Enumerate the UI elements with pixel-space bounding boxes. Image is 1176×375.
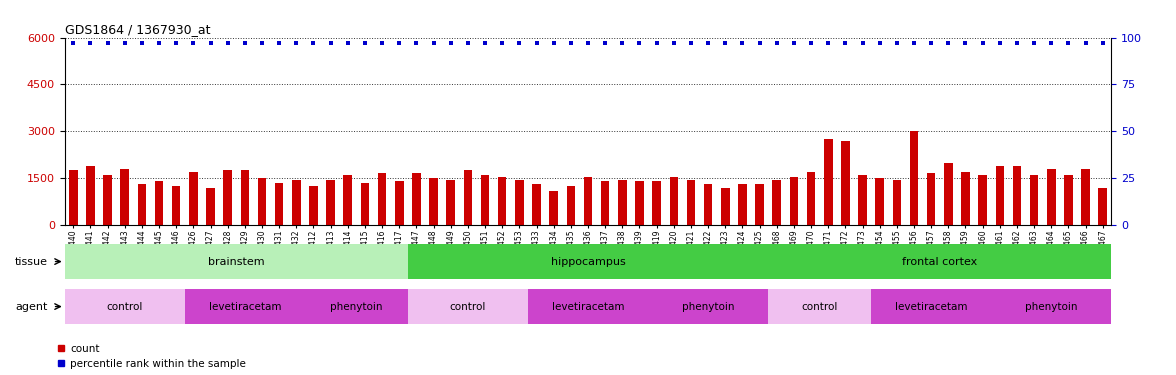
Bar (343, 175, 352, 225)
Bar (1013, 166, 1021, 225)
Text: frontal cortex: frontal cortex (902, 256, 977, 267)
Bar (991, 289, 1111, 324)
Bar (497, 177, 507, 225)
Bar (653, 181, 661, 225)
Bar (429, 178, 437, 225)
Bar (768, 289, 871, 324)
Text: brainstem: brainstem (208, 256, 265, 267)
Bar (910, 131, 918, 225)
Bar (528, 289, 648, 324)
Bar (875, 178, 884, 225)
Bar (927, 173, 935, 225)
Text: levetiracetam: levetiracetam (552, 302, 624, 312)
Bar (65, 289, 185, 324)
Text: levetiracetam: levetiracetam (895, 302, 968, 312)
Bar (447, 180, 455, 225)
Bar (103, 175, 112, 225)
Bar (858, 175, 867, 225)
Text: control: control (802, 302, 837, 312)
Legend: count, percentile rank within the sample: count, percentile rank within the sample (52, 339, 250, 373)
Bar (739, 184, 747, 225)
Bar (978, 175, 987, 225)
Bar (871, 289, 991, 324)
Bar (172, 186, 180, 225)
Bar (567, 186, 575, 225)
Bar (807, 172, 815, 225)
Bar (463, 170, 473, 225)
Bar (1081, 169, 1090, 225)
Bar (893, 180, 901, 225)
Bar (601, 181, 609, 225)
Bar (944, 162, 953, 225)
Bar (1064, 175, 1073, 225)
Bar (69, 170, 78, 225)
Bar (189, 172, 198, 225)
Bar (635, 181, 643, 225)
Bar (703, 184, 713, 225)
Bar (583, 177, 593, 225)
Bar (86, 166, 95, 225)
Bar (292, 180, 301, 225)
Bar (789, 177, 799, 225)
Bar (138, 184, 146, 225)
Text: phenytoin: phenytoin (1025, 302, 1077, 312)
Bar (361, 183, 369, 225)
Bar (65, 244, 408, 279)
Bar (768, 244, 1111, 279)
Bar (155, 181, 163, 225)
Bar (481, 175, 489, 225)
Bar (961, 172, 970, 225)
Text: agent: agent (15, 302, 47, 312)
Bar (275, 183, 283, 225)
Text: levetiracetam: levetiracetam (208, 302, 281, 312)
Bar (549, 190, 557, 225)
Bar (408, 289, 528, 324)
Bar (206, 188, 215, 225)
Text: phenytoin: phenytoin (330, 302, 382, 312)
Text: tissue: tissue (14, 256, 47, 267)
Bar (185, 289, 305, 324)
Bar (395, 181, 403, 225)
Bar (412, 173, 421, 225)
Bar (669, 177, 679, 225)
Bar (533, 184, 541, 225)
Bar (841, 141, 849, 225)
Text: control: control (107, 302, 143, 312)
Bar (721, 188, 729, 225)
Text: control: control (449, 302, 486, 312)
Bar (773, 180, 781, 225)
Text: hippocampus: hippocampus (550, 256, 626, 267)
Bar (377, 173, 387, 225)
Bar (241, 170, 249, 225)
Bar (223, 170, 232, 225)
Bar (408, 244, 768, 279)
Bar (258, 178, 266, 225)
Bar (687, 180, 695, 225)
Bar (1047, 169, 1056, 225)
Bar (619, 180, 627, 225)
Bar (1098, 188, 1107, 225)
Text: GDS1864 / 1367930_at: GDS1864 / 1367930_at (65, 23, 211, 36)
Bar (648, 289, 768, 324)
Bar (309, 186, 318, 225)
Bar (305, 289, 408, 324)
Bar (326, 180, 335, 225)
Bar (755, 184, 764, 225)
Bar (996, 166, 1004, 225)
Bar (120, 169, 129, 225)
Bar (824, 139, 833, 225)
Text: phenytoin: phenytoin (682, 302, 734, 312)
Bar (515, 180, 523, 225)
Bar (1030, 175, 1038, 225)
